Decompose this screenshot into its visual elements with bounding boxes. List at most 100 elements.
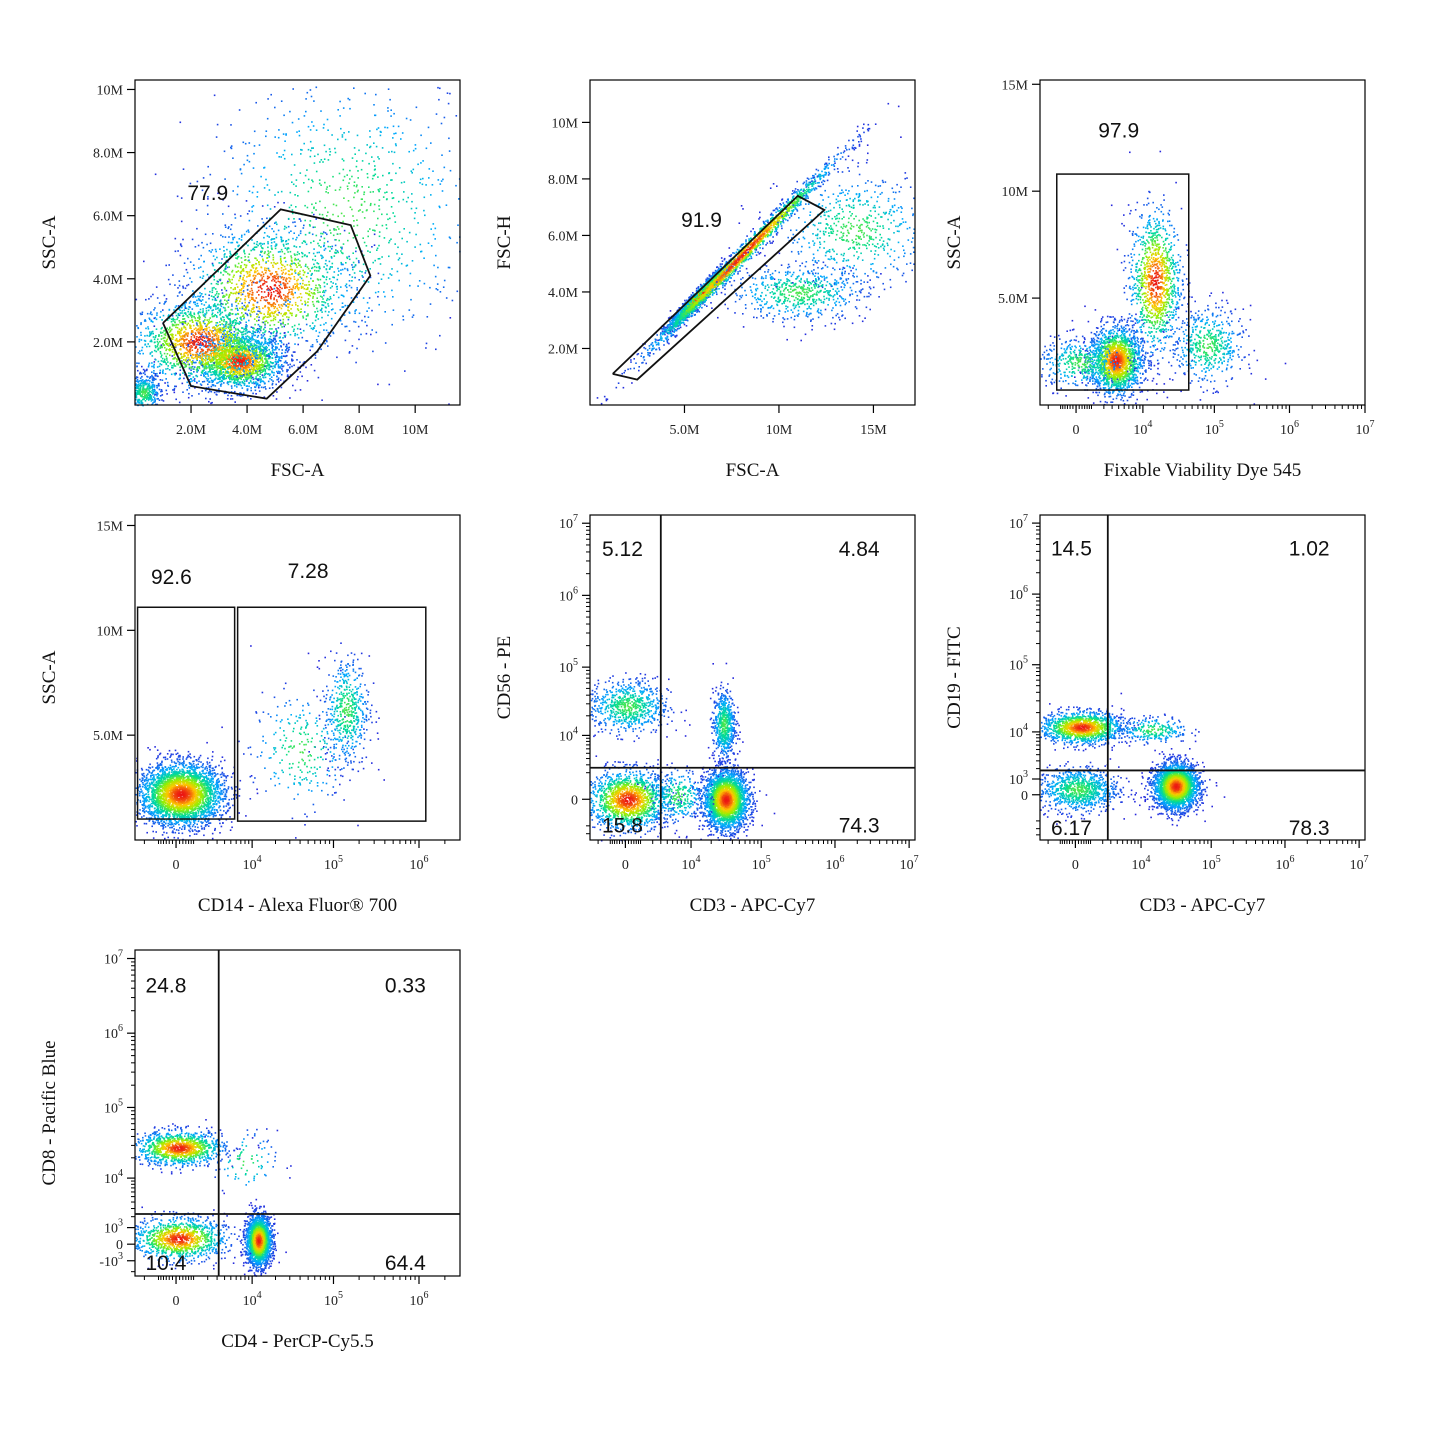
gate-percentage: 92.6 <box>151 566 192 589</box>
panel-p2: 91.95.0M 10M 15M2.0M4.0M6.0M8.0M10MFSC-AFS… <box>494 80 915 481</box>
gate-percentage: 91.9 <box>681 209 722 232</box>
x-axis-title: FSC-A <box>726 460 780 481</box>
gate-percentage: 1.02 <box>1289 538 1330 561</box>
event-dots <box>597 103 915 405</box>
tick-label: 103 <box>104 1218 123 1237</box>
event-cluster-4 <box>204 1128 292 1191</box>
tick-label: 104 <box>1009 722 1028 741</box>
tick-label: 105 <box>752 854 771 873</box>
event-cluster-1 <box>135 727 258 841</box>
tick-label: 4.0M <box>232 423 263 438</box>
event-cluster-1 <box>1140 748 1225 826</box>
tick-label: 106 <box>409 854 428 873</box>
tick-label: 15M <box>97 519 124 534</box>
event-cluster-1 <box>240 1199 287 1277</box>
tick-label: 4.0M <box>93 273 124 288</box>
tick-label: 5.0M <box>670 423 701 438</box>
event-cluster-3 <box>143 193 451 397</box>
x-axis-title: Fixable Viability Dye 545 <box>1104 460 1301 481</box>
gate-percentage: 5.12 <box>602 538 643 561</box>
x-axis: 0 104 105 106 107 <box>598 840 919 873</box>
y-axis-title: SSC-A <box>39 650 60 704</box>
y-axis: 0 104 105 106 107 <box>559 513 590 833</box>
tick-label: 105 <box>104 1097 123 1116</box>
tick-label: 8.0M <box>93 147 124 162</box>
tick-label: 103 <box>1009 769 1028 788</box>
gate-percentage: 77.9 <box>187 182 228 205</box>
event-dots <box>1040 693 1225 827</box>
x-axis-title: FSC-A <box>271 460 325 481</box>
gate-percentage: 4.84 <box>839 538 880 561</box>
tick-label: 8.0M <box>548 173 579 188</box>
tick-label: 104 <box>559 725 578 744</box>
tick-label: 10M <box>1002 185 1029 200</box>
tick-label: 15M <box>1002 78 1029 93</box>
panel-p6: 14.5 1.026.17 78.30 104 105 106 10701031041051… <box>944 513 1369 916</box>
tick-label: 0 <box>571 793 578 808</box>
tick-label: 105 <box>1205 419 1224 438</box>
gate-percentage: 6.17 <box>1051 817 1092 840</box>
tick-label: 104 <box>104 1168 123 1187</box>
tick-label: 105 <box>559 657 578 676</box>
tick-label: 104 <box>1133 419 1152 438</box>
event-cluster-3 <box>1040 749 1146 825</box>
plot-frame <box>135 950 460 1276</box>
tick-label: 106 <box>104 1023 123 1042</box>
gate-percentage: 10.4 <box>146 1252 187 1275</box>
event-dots <box>135 642 385 840</box>
gate-percentage: 15.8 <box>602 814 643 837</box>
tick-label: 104 <box>1132 854 1151 873</box>
tick-label: 10M <box>97 624 124 639</box>
event-cluster-2 <box>308 642 380 793</box>
x-axis: 5.0M 10M 15M <box>670 405 888 438</box>
y-axis-title: CD56 - PE <box>494 636 515 719</box>
gate-percentage: 14.5 <box>1051 538 1092 561</box>
tick-label: 10M <box>402 423 429 438</box>
gate-percentage: 64.4 <box>385 1252 426 1275</box>
gate-percentage: 0.33 <box>385 975 426 998</box>
tick-label: 106 <box>1280 419 1299 438</box>
tick-label: 106 <box>409 1290 428 1309</box>
tick-label: 105 <box>324 1290 343 1309</box>
x-axis: 0 104 105 106 107 <box>1048 405 1374 438</box>
tick-label: 2.0M <box>548 342 579 357</box>
y-axis-title: CD19 - FITC <box>944 626 965 728</box>
tick-label: 0 <box>622 858 629 873</box>
tick-label: 2.0M <box>93 336 124 351</box>
event-cluster-4 <box>708 663 744 778</box>
y-axis-title: SSC-A <box>944 215 965 269</box>
tick-label: 0 <box>1072 858 1079 873</box>
tick-label: -103 <box>99 1251 123 1270</box>
x-axis-title: CD3 - APC-Cy7 <box>690 895 816 916</box>
tick-label: 107 <box>1356 419 1375 438</box>
tick-label: 104 <box>243 854 262 873</box>
gate-percentage: 74.3 <box>839 814 880 837</box>
panel-p1: 77.92.0M 4.0M 6.0M 8.0M 10M2.0M4.0M6.0M8.0M1… <box>39 80 461 481</box>
tick-label: 107 <box>104 949 123 968</box>
event-cluster-4 <box>1114 714 1200 752</box>
gate-rect-1[interactable] <box>138 607 235 819</box>
tick-label: 105 <box>1202 854 1221 873</box>
y-axis-title: CD8 - Pacific Blue <box>39 1040 60 1185</box>
gate-percentage: 97.9 <box>1098 120 1139 143</box>
event-cluster-2 <box>597 103 900 405</box>
tick-label: 106 <box>1275 854 1294 873</box>
tick-label: 107 <box>559 513 578 532</box>
x-axis: 0 104 105 106 107 <box>1048 840 1369 873</box>
tick-label: 107 <box>1350 854 1369 873</box>
tick-label: 106 <box>559 585 578 604</box>
event-dots <box>135 87 461 407</box>
gate-polygon[interactable] <box>163 209 370 398</box>
x-axis-title: CD14 - Alexa Fluor® 700 <box>198 895 397 916</box>
tick-label: 6.0M <box>93 210 124 225</box>
x-axis: 0 104 105 106 <box>144 1276 444 1309</box>
tick-label: 8.0M <box>344 423 375 438</box>
